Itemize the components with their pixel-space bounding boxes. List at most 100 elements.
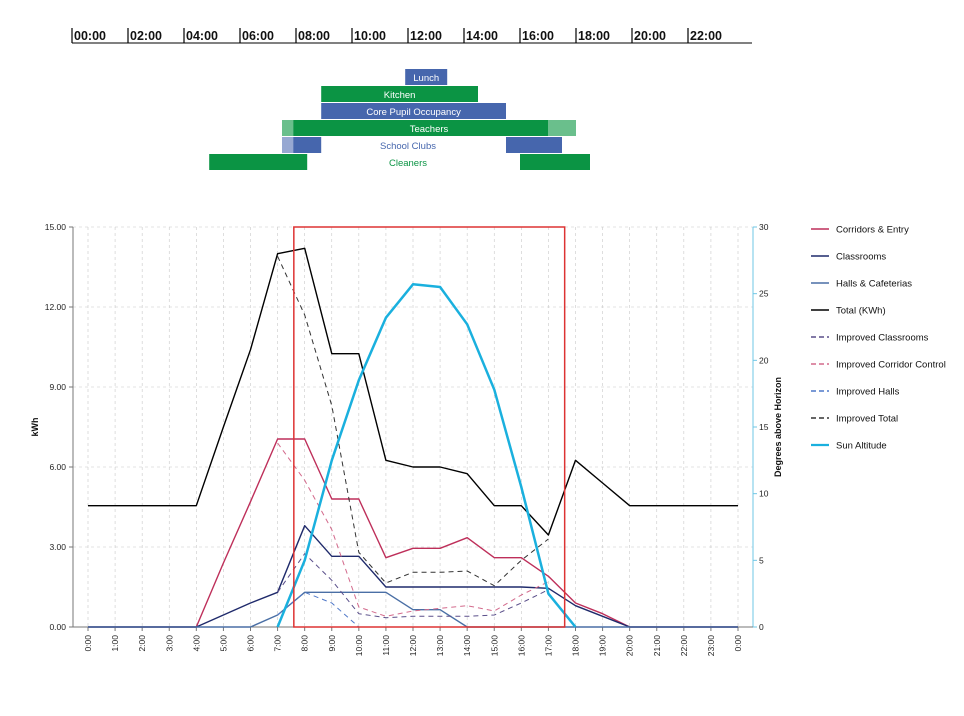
legend-label: Halls & Cafeterias <box>836 279 912 290</box>
timeline-hour-label: 02:00 <box>130 29 162 43</box>
legend-label: Corridors & Entry <box>836 225 909 236</box>
x-tick-label: 7:00 <box>273 635 283 652</box>
schedule-bar <box>321 86 478 102</box>
x-tick-label: 3:00 <box>164 635 174 652</box>
schedule-bar <box>282 120 294 136</box>
legend-label: Classrooms <box>836 252 886 263</box>
legend-label: Sun Altitude <box>836 441 887 452</box>
legend-item: Improved Total <box>811 414 898 425</box>
series-line-improved-halls <box>277 591 360 628</box>
x-tick-label: 1:00 <box>110 635 120 652</box>
series-line-sun-altitude <box>276 283 577 628</box>
x-tick-label: 8:00 <box>300 635 310 652</box>
y2-tick-label: 0 <box>759 622 764 632</box>
x-tick-label: 13:00 <box>435 635 445 657</box>
x-tick-label: 17:00 <box>543 635 553 657</box>
y-tick-label: 3.00 <box>49 542 66 552</box>
timeline-hour-label: 16:00 <box>522 29 554 43</box>
series-line-halls-cafeterias <box>88 591 738 628</box>
x-tick-label: 10:00 <box>354 635 364 657</box>
schedule-bar <box>209 154 308 170</box>
schedule-label: Cleaners <box>389 158 427 169</box>
x-tick-label: 20:00 <box>625 635 635 657</box>
x-tick-label: 12:00 <box>408 635 418 657</box>
legend-item: Sun Altitude <box>811 441 887 452</box>
x-tick-label: 0:00 <box>83 635 93 652</box>
x-tick-label: 6:00 <box>246 635 256 652</box>
timeline-hour-label: 18:00 <box>578 29 610 43</box>
legend-label: Improved Classrooms <box>836 333 929 344</box>
x-tick-label: 9:00 <box>327 635 337 652</box>
schedule-bar <box>282 137 294 153</box>
x-tick-label: 23:00 <box>706 635 716 657</box>
y-axis-title: kWh <box>30 418 40 437</box>
series-line-improved-total <box>277 256 549 587</box>
x-tick-label: 0:00 <box>733 635 743 652</box>
x-tick-label: 14:00 <box>462 635 472 657</box>
legend-item: Halls & Cafeterias <box>811 279 912 290</box>
x-tick-label: 2:00 <box>137 635 147 652</box>
y-tick-label: 12.00 <box>45 302 67 312</box>
schedule-bar <box>321 103 506 119</box>
series-layer <box>88 247 738 628</box>
x-tick-label: 18:00 <box>571 635 581 657</box>
x-tick-label: 15:00 <box>489 635 499 657</box>
energy-chart: 0.00 3.00 6.00 9.00 12.00 15.00 0 5 10 15 20 25 30 0:… <box>30 222 783 656</box>
timeline-hour-label: 04:00 <box>186 29 218 43</box>
x-tick-label: 22:00 <box>679 635 689 657</box>
x-tick-label: 16:00 <box>516 635 526 657</box>
legend-item: Improved Corridor Control <box>811 360 946 371</box>
hour-timeline: 00:00 02:00 04:00 06:00 08:00 10:00 12:00 14:00… <box>71 28 752 44</box>
x-tick-label: 11:00 <box>381 635 391 656</box>
occupancy-schedule: Lunch Kitchen Core Pupil Occupancy Teachers… <box>209 69 590 170</box>
x-tick-label: 19:00 <box>598 635 608 657</box>
schedule-bar <box>293 137 322 153</box>
schedule-bar <box>520 154 590 170</box>
schedule-bar <box>506 137 562 153</box>
legend: Corridors & Entry Classrooms Halls & Cafet… <box>811 225 946 452</box>
x-tick-label: 5:00 <box>218 635 228 652</box>
legend-label: Total (KWh) <box>836 306 886 317</box>
legend-item: Classrooms <box>811 252 886 263</box>
legend-item: Total (KWh) <box>811 306 886 317</box>
timeline-hour-label: 00:00 <box>74 29 106 43</box>
schedule-bar <box>293 120 548 136</box>
schedule-label: Teachers <box>410 124 449 135</box>
x-tick-label: 4:00 <box>191 635 201 652</box>
series-line-improved-classrooms <box>277 553 549 619</box>
timeline-hour-label: 12:00 <box>410 29 442 43</box>
occupied-window <box>293 226 566 628</box>
y2-axis-title: Degrees above Horizon <box>773 377 783 477</box>
legend-item: Improved Halls <box>811 387 900 398</box>
schedule-bar <box>405 69 448 85</box>
legend-item: Improved Classrooms <box>811 333 929 344</box>
timeline-hour-label: 10:00 <box>354 29 386 43</box>
timeline-hour-label: 08:00 <box>298 29 330 43</box>
y-tick-label: 0.00 <box>49 622 66 632</box>
legend-item: Corridors & Entry <box>811 225 909 236</box>
schedule-label: School Clubs <box>380 141 436 152</box>
legend-label: Improved Corridor Control <box>836 360 946 371</box>
y-tick-label: 6.00 <box>49 462 66 472</box>
timeline-hour-label: 20:00 <box>634 29 666 43</box>
y2-tick-label: 20 <box>759 355 769 365</box>
y2-tick-label: 5 <box>759 555 764 565</box>
schedule-bar <box>548 120 576 136</box>
schedule-label: Core Pupil Occupancy <box>366 107 461 118</box>
occupied-window-rect <box>293 226 566 628</box>
timeline-hour-label: 06:00 <box>242 29 274 43</box>
y-tick-label: 15.00 <box>45 222 67 232</box>
grid <box>73 226 753 627</box>
timeline-hour-label: 14:00 <box>466 29 498 43</box>
timeline-hour-label: 22:00 <box>690 29 722 43</box>
legend-label: Improved Total <box>836 414 898 425</box>
axes: 0.00 3.00 6.00 9.00 12.00 15.00 0 5 10 15 20 25 30 0:… <box>45 222 769 656</box>
x-tick-label: 21:00 <box>652 635 662 657</box>
schedule-label: Kitchen <box>384 90 416 101</box>
series-line-improved-corridor-control <box>277 442 549 617</box>
legend-label: Improved Halls <box>836 387 900 398</box>
y2-tick-label: 30 <box>759 222 769 232</box>
series-line-total-kwh <box>88 247 738 536</box>
schedule-label: Lunch <box>413 73 439 84</box>
